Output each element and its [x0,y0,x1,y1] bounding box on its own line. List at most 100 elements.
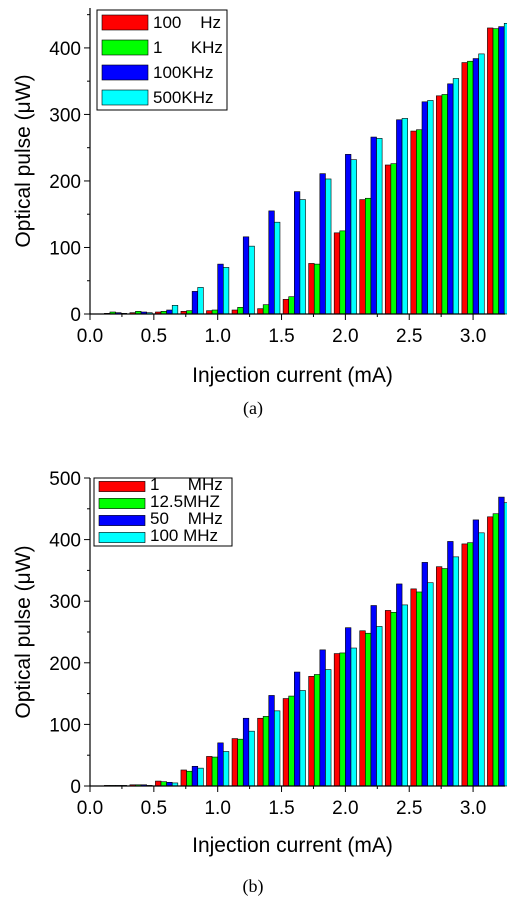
bar [478,53,485,315]
bar [171,305,179,315]
x-tick-label: 0.0 [77,326,103,347]
bar [222,751,230,787]
bar [370,605,377,787]
bar [350,159,357,315]
bar [345,627,352,787]
bar [268,210,275,315]
bar [376,626,383,787]
legend-label: 12.5MHZ [150,492,220,511]
bar [288,296,295,315]
bar [339,652,346,787]
legend-swatch [98,481,146,492]
x-tick-label: 1.0 [204,326,230,347]
bar [160,781,167,787]
bar [288,695,295,787]
x-tick-label: 2.0 [332,326,358,347]
legend-swatch [98,532,146,543]
bar [503,22,507,315]
bar [427,582,434,787]
chart-a: 0.0 0.5 1.0 1.5 2.0 2.5 3.0 0 100 200 300 400 Inject… [12,8,507,419]
bar [217,742,224,787]
x-axis-label: Injection current (mA) [192,364,393,387]
x-tick-label: 3.0 [460,798,486,819]
bar [313,263,321,315]
bar [498,26,505,315]
y-tick-label: 0 [70,777,81,798]
bar [262,716,270,787]
bar [365,632,372,787]
bar [492,513,499,787]
bar [308,676,315,787]
legend-swatch [98,515,146,526]
legend-label: 1 MHz [150,475,223,494]
bar [396,119,403,315]
y-tick-label: 100 [49,238,81,259]
bar [365,197,372,315]
x-tick-label: 0.5 [141,326,167,347]
bar [299,199,306,315]
bar [447,83,454,315]
bar [197,767,204,787]
bar [313,674,321,787]
bar [390,163,397,315]
bar [416,129,423,315]
x-tick-label: 3.0 [460,326,486,347]
bar [237,307,244,315]
bar [333,232,341,315]
x-tick-label: 2.5 [396,326,422,347]
legend-label: 100 Hz [153,13,221,32]
legend-swatch [101,89,149,106]
y-tick-label: 100 [49,715,81,736]
bar [436,95,443,315]
bar [472,519,479,787]
legend-label: 50 MHz [150,509,223,528]
bar [410,588,417,787]
legend-label: 1 KHz [153,38,223,57]
y-tick-label: 400 [49,39,81,60]
bar [384,610,392,787]
x-tick-label: 0.5 [141,798,167,819]
legend-swatch [101,14,149,31]
bar [384,164,392,315]
legend-label: 500KHz [153,88,213,107]
bar [427,100,434,315]
bar [155,780,162,787]
bar [274,221,281,315]
legend-swatch [101,39,149,56]
figure-caption: (b) [243,876,264,897]
bar [376,138,383,315]
bar [461,62,468,315]
y-tick-label: 500 [49,469,81,490]
bar [282,299,290,315]
bar [325,669,332,787]
bar [325,178,332,315]
bar [294,671,301,787]
bar [339,230,346,315]
y-tick-label: 400 [49,531,81,552]
bar [487,27,494,315]
bar [257,717,264,787]
bar [308,263,315,315]
bar [274,710,281,787]
y-tick-label: 200 [49,172,81,193]
bar [282,698,290,787]
bar [319,173,326,315]
x-tick-label: 1.5 [268,798,294,819]
y-tick-label: 200 [49,654,81,675]
bar [319,649,326,787]
x-tick-label: 1.5 [268,326,294,347]
bar [452,556,460,787]
bar [467,542,474,787]
bar [390,611,397,787]
x-tick-label: 1.0 [204,798,230,819]
bar [359,199,366,315]
bar [421,101,428,315]
chart-b: 0.0 0.5 1.0 1.5 2.0 2.5 3.0 0 100 200 300 400 500 Inj… [12,469,507,897]
bar [410,130,417,315]
bar [472,58,479,315]
bar [447,541,454,787]
bar [231,738,238,787]
bar [441,568,448,787]
